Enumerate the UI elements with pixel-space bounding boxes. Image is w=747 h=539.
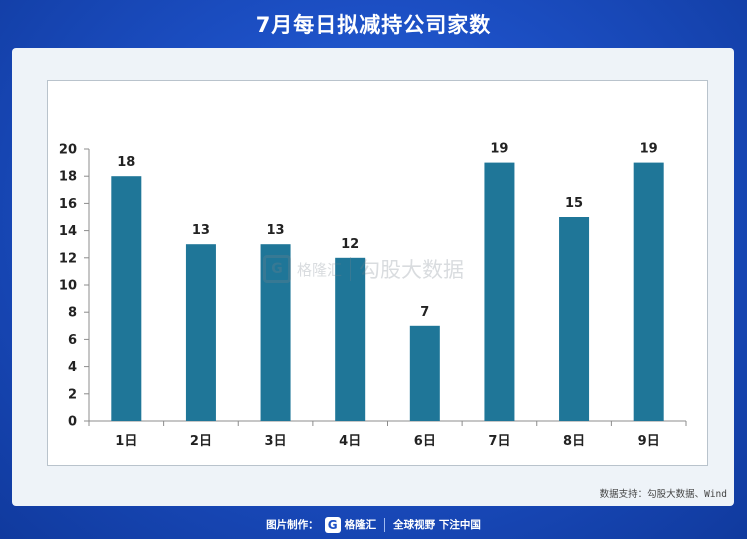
footer-slogan: 全球视野 下注中国 bbox=[393, 519, 481, 531]
data-label: 12 bbox=[341, 237, 359, 252]
watermark-brand: 格隆汇 bbox=[297, 260, 343, 279]
bar bbox=[633, 162, 664, 421]
data-label: 19 bbox=[490, 142, 508, 157]
header-bar: 7月每日拟减持公司家数 bbox=[0, 0, 747, 48]
x-tick-label: 3日 bbox=[265, 434, 287, 449]
data-label: 7 bbox=[420, 305, 429, 320]
bar bbox=[111, 176, 142, 421]
x-tick-label: 8日 bbox=[563, 434, 585, 449]
y-tick-label: 2 bbox=[68, 387, 77, 402]
bar bbox=[409, 325, 440, 421]
watermark-divider bbox=[350, 257, 352, 281]
y-tick-label: 18 bbox=[59, 170, 77, 185]
y-tick-label: 14 bbox=[59, 224, 77, 239]
bar bbox=[335, 257, 366, 421]
y-tick-label: 4 bbox=[68, 360, 77, 375]
x-tick-label: 7日 bbox=[488, 434, 510, 449]
bar bbox=[260, 244, 291, 421]
x-tick-label: 6日 bbox=[414, 434, 436, 449]
y-tick-label: 6 bbox=[68, 333, 77, 348]
y-tick-label: 0 bbox=[68, 415, 77, 430]
footer-divider bbox=[384, 517, 386, 532]
chart-frame bbox=[47, 80, 708, 466]
footer-brand: 格隆汇 bbox=[344, 519, 377, 531]
watermark-text: 勾股大数据 bbox=[359, 258, 465, 282]
brand-logo-icon: G bbox=[324, 516, 341, 533]
source-note: 数据支持：勾股大数据、Wind bbox=[599, 489, 727, 500]
footer: 图片制作： G 格隆汇 全球视野 下注中国 bbox=[0, 510, 747, 539]
x-tick-label: 4日 bbox=[339, 434, 361, 449]
page-title: 7月每日拟减持公司家数 bbox=[255, 13, 492, 37]
footer-made-by-label: 图片制作： bbox=[266, 519, 319, 531]
data-label: 15 bbox=[565, 196, 583, 211]
x-tick-label: 2日 bbox=[190, 434, 212, 449]
watermark-logo-icon: G bbox=[263, 255, 291, 283]
bar bbox=[185, 244, 216, 421]
y-tick-label: 12 bbox=[59, 251, 77, 266]
data-label: 13 bbox=[267, 223, 285, 238]
x-tick-label: 1日 bbox=[115, 434, 137, 449]
y-tick-label: 8 bbox=[68, 306, 77, 321]
y-tick-label: 10 bbox=[59, 279, 77, 294]
data-label: 13 bbox=[192, 223, 210, 238]
y-tick-label: 16 bbox=[59, 197, 77, 212]
data-label: 18 bbox=[117, 155, 135, 170]
bar bbox=[559, 217, 590, 421]
y-tick-label: 20 bbox=[59, 143, 77, 158]
data-label: 19 bbox=[640, 142, 658, 157]
x-tick-label: 9日 bbox=[638, 434, 660, 449]
bar bbox=[484, 162, 515, 421]
watermark: G 格隆汇 勾股大数据 bbox=[263, 254, 464, 284]
